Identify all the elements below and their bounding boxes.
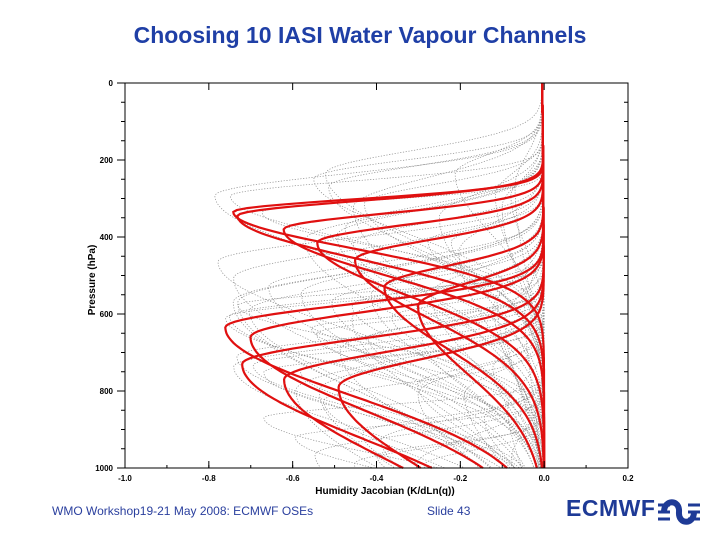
footer-bar — [0, 500, 720, 540]
background-jacobian — [370, 83, 544, 469]
jacobian-chart: -1.0 -0.8 -0.6 -0.4 -0.2 0.0 0.2 0 200 400 600 800 1… — [87, 79, 634, 497]
slide-number: Slide 43 — [427, 504, 471, 518]
background-jacobian — [524, 83, 544, 469]
x-tick-label: -0.2 — [453, 474, 467, 483]
slide-title: Choosing 10 IASI Water Vapour Channels — [133, 22, 587, 48]
background-jacobian — [331, 83, 544, 469]
background-jacobian — [504, 83, 544, 469]
background-jacobian — [233, 83, 545, 469]
y-tick-label: 1000 — [95, 464, 113, 473]
x-tick-label: -1.0 — [118, 474, 132, 483]
background-jacobian — [507, 83, 545, 469]
background-jacobian — [427, 83, 545, 468]
background-jacobian — [450, 83, 545, 468]
background-jacobian — [336, 83, 544, 469]
y-tick-label: 600 — [100, 310, 114, 319]
x-tick-label: 0.2 — [622, 474, 634, 483]
background-jacobian — [454, 83, 545, 468]
x-tick-label: -0.4 — [370, 474, 384, 483]
background-jacobian — [230, 83, 545, 468]
background-jacobian — [300, 83, 545, 469]
background-jacobian — [236, 83, 545, 469]
background-jacobian — [325, 83, 545, 468]
y-axis-label: Pressure (hPa) — [87, 245, 98, 316]
background-jacobian — [364, 83, 545, 468]
background-jacobian — [318, 83, 545, 469]
background-jacobian — [294, 83, 545, 469]
background-jacobian — [268, 83, 544, 469]
y-tick-label: 0 — [109, 79, 114, 88]
x-tick-label: 0.0 — [539, 474, 551, 483]
x-tick-label: -0.8 — [202, 474, 216, 483]
background-jacobian — [217, 83, 544, 469]
ecmwf-logo-text: ECMWF — [566, 495, 656, 521]
background-jacobian — [328, 83, 545, 468]
background-jacobian — [249, 83, 544, 469]
background-jacobian — [295, 83, 545, 469]
background-jacobian — [351, 83, 544, 469]
y-tick-label: 200 — [100, 156, 114, 165]
background-jacobian — [352, 83, 545, 468]
background-jacobian — [353, 82, 543, 469]
background-jacobian — [233, 83, 544, 469]
selected-jacobian-channel-7 — [416, 83, 545, 469]
selected-channel-jacobians — [224, 83, 546, 469]
background-jacobian — [416, 83, 545, 469]
x-axis-label: Humidity Jacobian (K/dLn(q)) — [315, 486, 454, 497]
background-jacobian — [225, 83, 544, 469]
background-jacobian — [495, 83, 545, 468]
x-tick-label: -0.6 — [286, 474, 300, 483]
y-tick-label: 800 — [100, 387, 114, 396]
footer-workshop-text: WMO Workshop19-21 May 2008: ECMWF OSEs — [52, 504, 314, 518]
selected-jacobian-channel-12 — [337, 83, 545, 469]
ecmwf-logo-icon — [656, 493, 702, 531]
background-jacobian — [351, 83, 544, 469]
background-jacobian — [313, 83, 545, 468]
background-jacobian — [439, 83, 545, 468]
background-jacobian — [301, 83, 544, 469]
axes: -1.0 -0.8 -0.6 -0.4 -0.2 0.0 0.2 0 200 400 600 800 1… — [95, 79, 634, 483]
y-tick-label: 400 — [100, 233, 114, 242]
